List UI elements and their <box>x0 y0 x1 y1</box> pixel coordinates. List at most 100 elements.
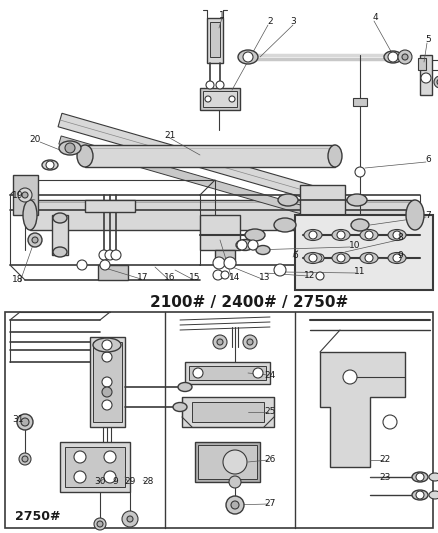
Circle shape <box>206 81 214 89</box>
Bar <box>189 366 266 380</box>
Circle shape <box>205 96 211 102</box>
Circle shape <box>19 453 31 465</box>
Ellipse shape <box>173 402 187 411</box>
Text: 30: 30 <box>94 478 106 487</box>
Bar <box>203 91 237 107</box>
Circle shape <box>274 264 286 276</box>
Bar <box>52 215 68 255</box>
Circle shape <box>253 368 263 378</box>
Ellipse shape <box>178 383 192 392</box>
Bar <box>60 442 130 492</box>
Text: 2: 2 <box>267 18 273 27</box>
Ellipse shape <box>412 472 428 482</box>
Text: 7: 7 <box>425 211 431 220</box>
Text: 15: 15 <box>189 273 201 282</box>
Text: 6: 6 <box>425 156 431 165</box>
Circle shape <box>221 271 229 279</box>
Ellipse shape <box>384 51 402 63</box>
Bar <box>90 337 125 427</box>
Circle shape <box>402 54 408 60</box>
Ellipse shape <box>347 194 367 206</box>
Ellipse shape <box>360 253 378 263</box>
Ellipse shape <box>360 230 378 240</box>
Circle shape <box>343 370 357 384</box>
Text: 31: 31 <box>12 416 24 424</box>
Circle shape <box>102 400 112 410</box>
Ellipse shape <box>429 473 438 481</box>
Text: 16: 16 <box>164 273 176 282</box>
Bar <box>13 175 38 215</box>
Circle shape <box>365 254 373 262</box>
Text: 18: 18 <box>12 276 24 285</box>
Circle shape <box>216 81 224 89</box>
Circle shape <box>316 254 324 262</box>
Bar <box>200 88 240 110</box>
Bar <box>98 265 128 280</box>
Circle shape <box>127 516 133 522</box>
Bar <box>305 240 335 260</box>
Circle shape <box>217 339 223 345</box>
Ellipse shape <box>332 253 350 263</box>
Bar <box>192 402 264 422</box>
Circle shape <box>94 518 106 530</box>
Ellipse shape <box>328 145 342 167</box>
Bar <box>85 200 135 212</box>
Text: 8: 8 <box>397 233 403 243</box>
Text: 3: 3 <box>290 18 296 27</box>
Circle shape <box>224 257 236 269</box>
Circle shape <box>388 52 398 62</box>
Text: 6: 6 <box>292 251 298 260</box>
Bar <box>93 342 122 422</box>
Text: 4: 4 <box>372 13 378 22</box>
Circle shape <box>28 233 42 247</box>
Ellipse shape <box>278 194 298 206</box>
Circle shape <box>122 511 138 527</box>
Circle shape <box>421 73 431 83</box>
Bar <box>353 98 367 106</box>
Text: 26: 26 <box>264 456 276 464</box>
Circle shape <box>97 521 103 527</box>
Text: 14: 14 <box>230 273 241 282</box>
Ellipse shape <box>304 253 322 263</box>
Circle shape <box>18 188 32 202</box>
Circle shape <box>243 52 253 62</box>
Ellipse shape <box>23 200 37 230</box>
Circle shape <box>65 143 75 153</box>
Text: 23: 23 <box>379 472 391 481</box>
Bar <box>5 312 433 528</box>
Ellipse shape <box>93 338 121 352</box>
Circle shape <box>393 231 401 239</box>
Text: 2750#: 2750# <box>15 510 60 522</box>
Circle shape <box>229 96 235 102</box>
Circle shape <box>193 368 203 378</box>
Text: 20: 20 <box>29 135 41 144</box>
Circle shape <box>398 50 412 64</box>
Circle shape <box>102 352 112 362</box>
Ellipse shape <box>256 246 270 254</box>
Circle shape <box>309 254 317 262</box>
Text: 27: 27 <box>264 499 276 508</box>
Circle shape <box>316 272 324 280</box>
Circle shape <box>21 418 29 426</box>
Text: 11: 11 <box>354 268 366 277</box>
Circle shape <box>393 254 401 262</box>
Circle shape <box>243 335 257 349</box>
Circle shape <box>231 501 239 509</box>
Ellipse shape <box>412 490 428 500</box>
Bar <box>85 145 335 167</box>
Bar <box>65 447 125 487</box>
Ellipse shape <box>388 230 406 240</box>
Ellipse shape <box>59 141 81 155</box>
Circle shape <box>365 231 373 239</box>
Polygon shape <box>59 136 321 219</box>
Ellipse shape <box>429 491 438 499</box>
Bar <box>200 215 240 250</box>
Text: 12: 12 <box>304 271 316 279</box>
Circle shape <box>383 415 397 429</box>
Bar <box>198 445 257 479</box>
Ellipse shape <box>238 50 258 64</box>
Text: 21: 21 <box>164 131 176 140</box>
Circle shape <box>223 450 247 474</box>
Circle shape <box>104 451 116 463</box>
Ellipse shape <box>388 253 406 263</box>
